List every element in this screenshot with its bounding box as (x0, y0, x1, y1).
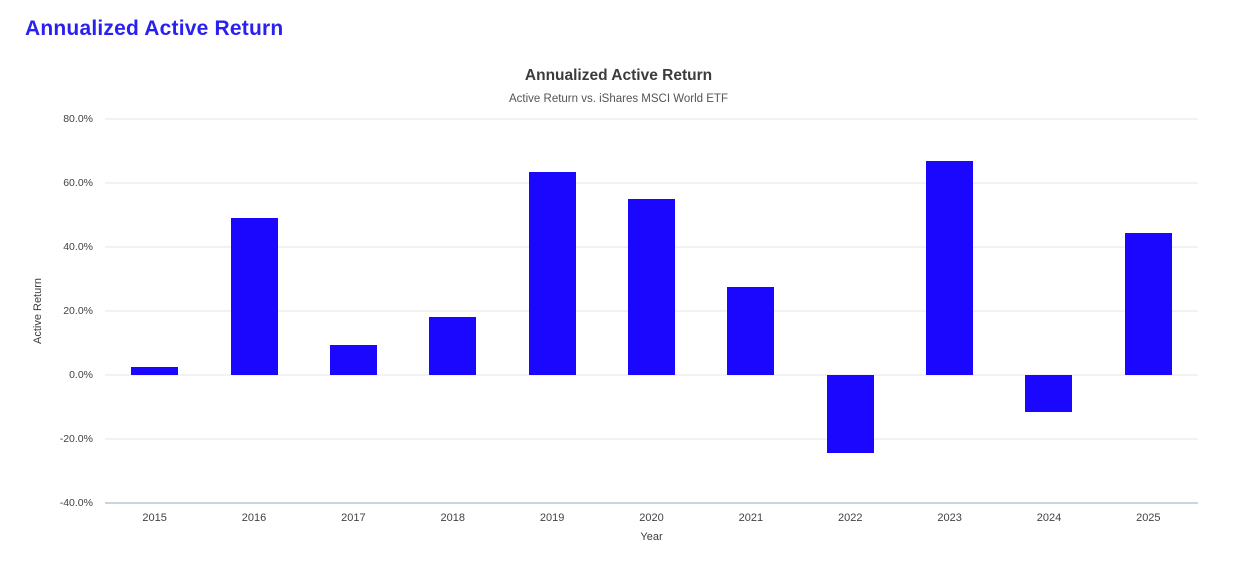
bar-2022 (826, 375, 874, 454)
gridline (105, 118, 1198, 120)
bar-2016 (230, 218, 278, 375)
page-title: Annualized Active Return (25, 17, 284, 40)
plot-area: Year 80.0% 60.0% 40.0% 20.0% 0.0% -20.0% -40.0… (60, 113, 1198, 543)
x-tick-label: 2022 (837, 512, 863, 524)
y-tick-label: 40.0% (63, 241, 93, 253)
bar-2017 (329, 344, 377, 375)
gridline (105, 438, 1198, 440)
x-tick-label: 2024 (1036, 512, 1062, 524)
chart-title: Annualized Active Return (524, 67, 713, 84)
chart-subtitle: Active Return vs. iShares MSCI World ETF (509, 93, 728, 105)
bar-2020 (628, 199, 675, 375)
bar-2019 (528, 172, 576, 375)
gridline (105, 374, 1198, 376)
x-axis-title: Year (640, 531, 663, 543)
x-tick-label: 2025 (1136, 512, 1161, 524)
x-tick-label: 2021 (738, 512, 764, 524)
gridline (105, 502, 1198, 504)
y-tick-label: 80.0% (63, 113, 93, 125)
gridline (105, 182, 1198, 184)
x-tick-label: 2019 (539, 512, 565, 524)
x-tick-label: 2020 (639, 512, 664, 524)
bar-2021 (727, 287, 775, 375)
y-tick-label: -40.0% (59, 497, 93, 509)
bar-2015 (131, 366, 179, 375)
bar-2023 (926, 161, 974, 375)
x-tick-label: 2018 (440, 512, 466, 524)
x-tick-label: 2016 (241, 512, 267, 524)
bar-2024 (1025, 375, 1073, 412)
y-axis-title: Active Return (32, 277, 44, 345)
y-tick-label: 0.0% (69, 369, 93, 381)
bar-2025 (1124, 232, 1172, 375)
y-tick-label: 20.0% (63, 305, 93, 317)
x-tick-label: 2015 (142, 512, 167, 524)
bar-2018 (429, 317, 477, 375)
y-tick-label: -20.0% (59, 433, 93, 445)
x-tick-label: 2017 (341, 512, 366, 524)
y-tick-label: 60.0% (63, 177, 93, 189)
x-tick-label: 2023 (937, 512, 962, 524)
